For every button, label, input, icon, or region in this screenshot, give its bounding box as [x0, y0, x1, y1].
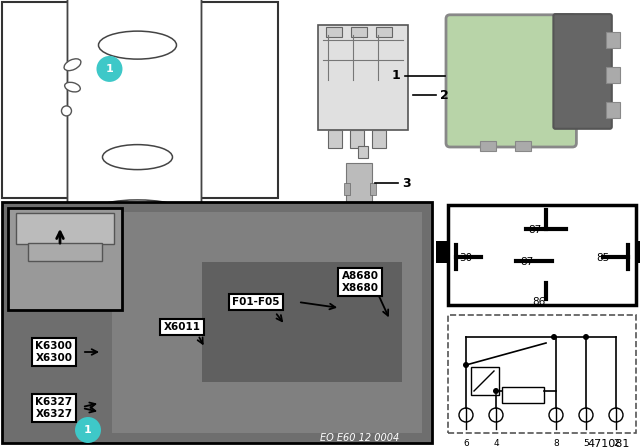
Bar — [358, 146, 368, 158]
FancyBboxPatch shape — [346, 163, 372, 202]
Text: 1: 1 — [106, 64, 113, 74]
FancyBboxPatch shape — [554, 14, 612, 129]
Text: 4: 4 — [493, 439, 499, 448]
Text: X6011: X6011 — [163, 322, 200, 332]
Bar — [16, 213, 114, 244]
Circle shape — [551, 334, 557, 340]
Bar — [607, 32, 620, 48]
Circle shape — [579, 408, 593, 422]
Bar — [471, 367, 499, 395]
Ellipse shape — [65, 82, 80, 92]
Text: 8: 8 — [553, 439, 559, 448]
Bar — [28, 243, 102, 261]
Text: 2: 2 — [613, 439, 619, 448]
Bar — [2, 2, 278, 198]
Circle shape — [75, 417, 101, 443]
Bar — [351, 27, 367, 37]
Bar — [350, 130, 364, 148]
Circle shape — [463, 362, 469, 368]
Text: A8680
X8680: A8680 X8680 — [342, 271, 378, 293]
Text: 471081: 471081 — [588, 439, 630, 448]
Ellipse shape — [102, 145, 173, 170]
Text: 87: 87 — [520, 257, 534, 267]
Bar — [344, 183, 350, 195]
Ellipse shape — [64, 59, 81, 71]
Bar — [376, 27, 392, 37]
Text: EO E60 12 0004: EO E60 12 0004 — [321, 433, 399, 443]
Bar — [436, 241, 448, 263]
Text: 86: 86 — [532, 297, 545, 307]
Text: 3: 3 — [402, 177, 411, 190]
Text: K6327
X6327: K6327 X6327 — [35, 397, 72, 419]
Bar — [326, 27, 342, 37]
Circle shape — [459, 408, 473, 422]
Text: 5: 5 — [583, 439, 589, 448]
Text: 87: 87 — [528, 225, 541, 235]
Text: K6300
X6300: K6300 X6300 — [35, 341, 72, 363]
Text: 30: 30 — [459, 253, 472, 263]
Bar — [607, 67, 620, 83]
Text: 1: 1 — [84, 425, 92, 435]
Bar — [607, 102, 620, 118]
Circle shape — [549, 408, 563, 422]
Bar — [515, 141, 531, 151]
Bar — [448, 205, 636, 305]
Circle shape — [609, 408, 623, 422]
Ellipse shape — [97, 200, 179, 218]
Bar — [372, 130, 386, 148]
Bar — [2, 202, 432, 443]
Ellipse shape — [99, 31, 177, 59]
Bar — [112, 212, 422, 433]
Circle shape — [97, 56, 122, 82]
Circle shape — [489, 408, 503, 422]
Text: 1: 1 — [391, 69, 400, 82]
Text: 85: 85 — [596, 253, 609, 263]
Bar — [328, 130, 342, 148]
Bar — [636, 241, 640, 263]
Bar — [8, 208, 122, 310]
Text: 6: 6 — [463, 439, 469, 448]
FancyBboxPatch shape — [446, 15, 577, 147]
Text: F01-F05: F01-F05 — [232, 297, 280, 307]
Text: 2: 2 — [440, 89, 449, 102]
Circle shape — [493, 388, 499, 394]
Bar — [502, 387, 544, 403]
Bar — [202, 262, 402, 382]
Bar — [448, 315, 636, 433]
Circle shape — [61, 106, 72, 116]
Circle shape — [583, 334, 589, 340]
Bar — [480, 141, 496, 151]
Bar — [370, 183, 376, 195]
Bar — [318, 25, 408, 130]
FancyBboxPatch shape — [67, 0, 202, 228]
